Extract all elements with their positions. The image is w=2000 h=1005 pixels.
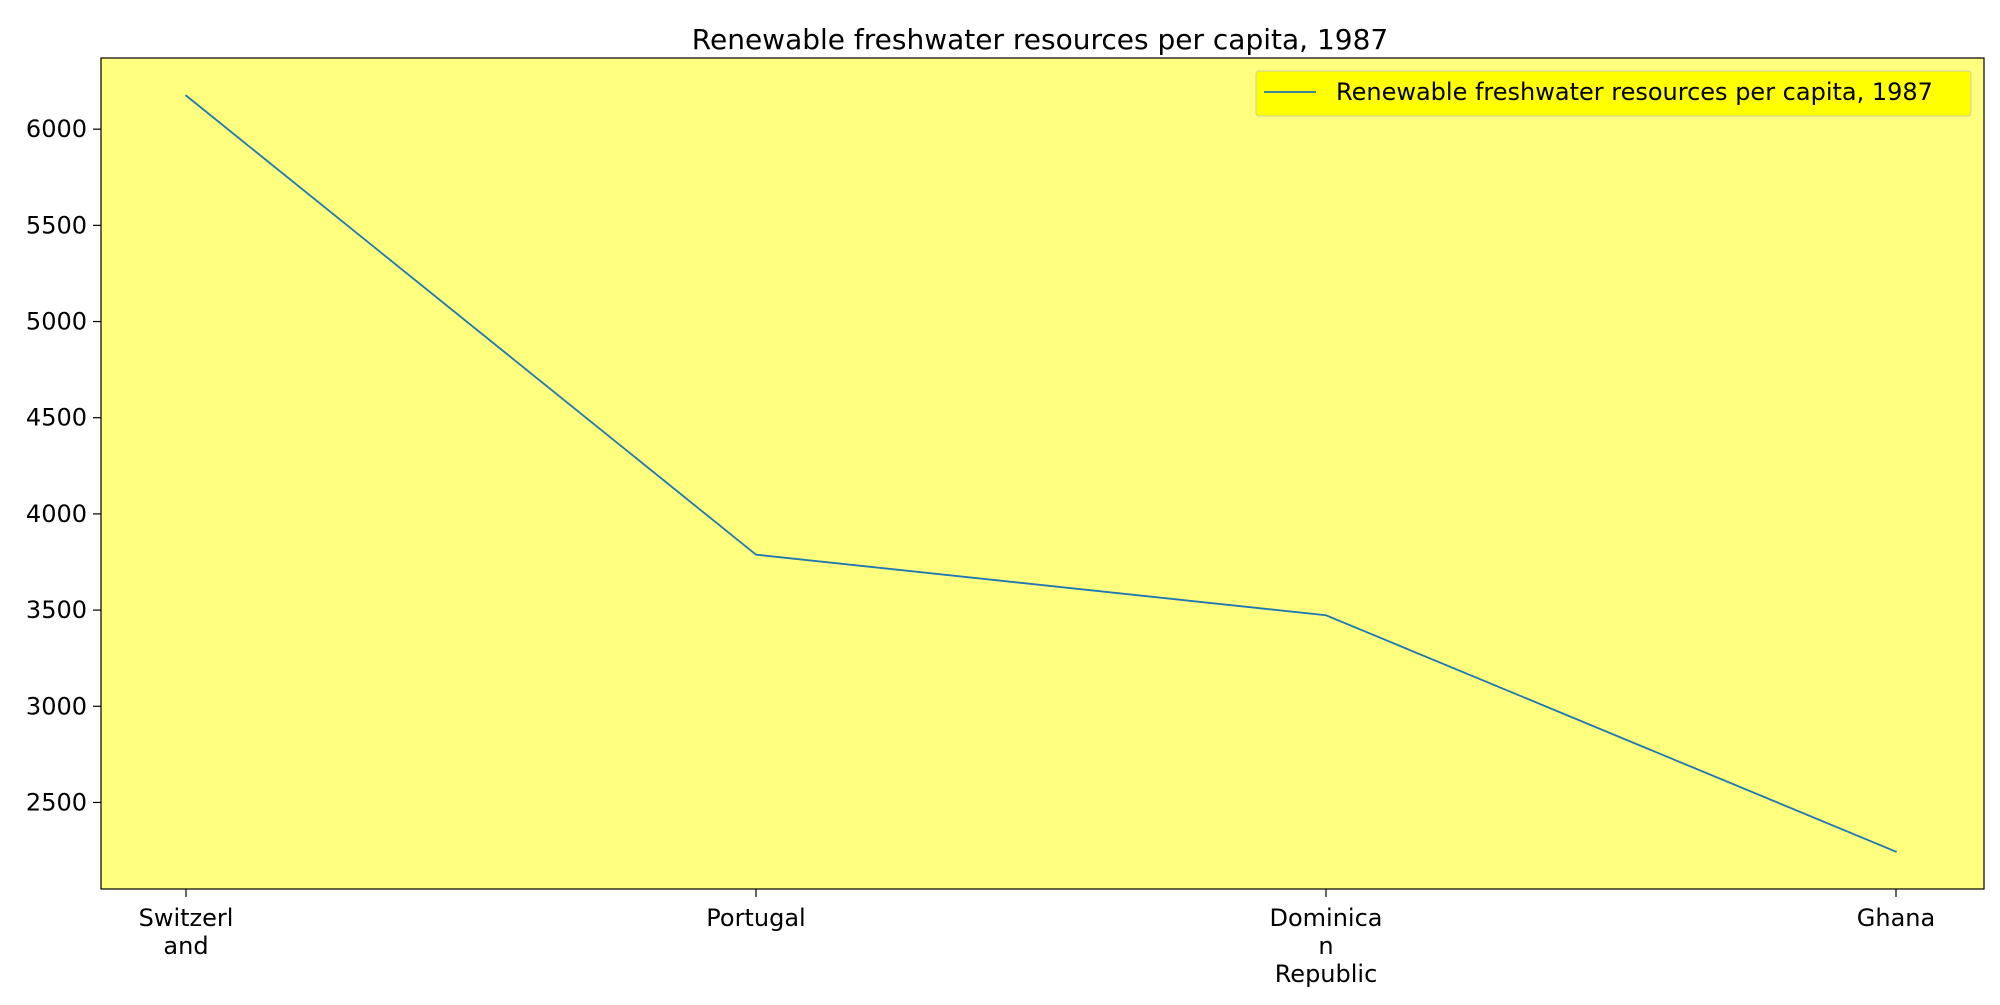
- x-tick-label-line: and: [163, 932, 208, 960]
- x-tick-label-line: Switzerl: [139, 904, 234, 932]
- y-tick-label: 4500: [26, 404, 87, 432]
- x-tick-label: Ghana: [1857, 904, 1935, 932]
- series-layer: [185, 94, 1897, 853]
- x-tick-label: Portugal: [706, 904, 805, 932]
- series-line: [185, 94, 1897, 853]
- x-tick-label-line: n: [1318, 932, 1333, 960]
- legend-series-label: Renewable freshwater resources per capit…: [1336, 78, 1933, 106]
- y-axis: 2500 3000 3500 4000 4500 5000 5500 6000: [26, 115, 101, 816]
- y-tick-label: 6000: [26, 115, 87, 143]
- legend-box: [1255, 70, 1972, 117]
- y-tick-label: 2500: [26, 788, 87, 816]
- data-point: [1325, 614, 1327, 617]
- legend: Renewable freshwater resources per capit…: [1255, 70, 1972, 117]
- x-tick-label-line: Portugal: [706, 904, 805, 932]
- data-point: [755, 553, 757, 556]
- data-point: [1895, 850, 1897, 853]
- x-axis: Switzerl and Portugal Dominica n Republic Ghan…: [139, 889, 1935, 988]
- x-tick-label-line: Republic: [1275, 960, 1378, 988]
- chart-title: Renewable freshwater resources per capit…: [692, 23, 1388, 56]
- plot-area: [100, 57, 1985, 890]
- x-tick-label: Dominica n Republic: [1270, 904, 1383, 988]
- y-tick-label: 5000: [26, 308, 87, 336]
- x-tick-label: Switzerl and: [139, 904, 234, 960]
- data-point: [185, 94, 187, 97]
- x-tick-label-line: Ghana: [1857, 904, 1935, 932]
- y-tick-label: 4000: [26, 500, 87, 528]
- y-tick-label: 5500: [26, 211, 87, 239]
- y-tick-label: 3500: [26, 596, 87, 624]
- x-tick-label-line: Dominica: [1270, 904, 1383, 932]
- y-tick-label: 3000: [26, 692, 87, 720]
